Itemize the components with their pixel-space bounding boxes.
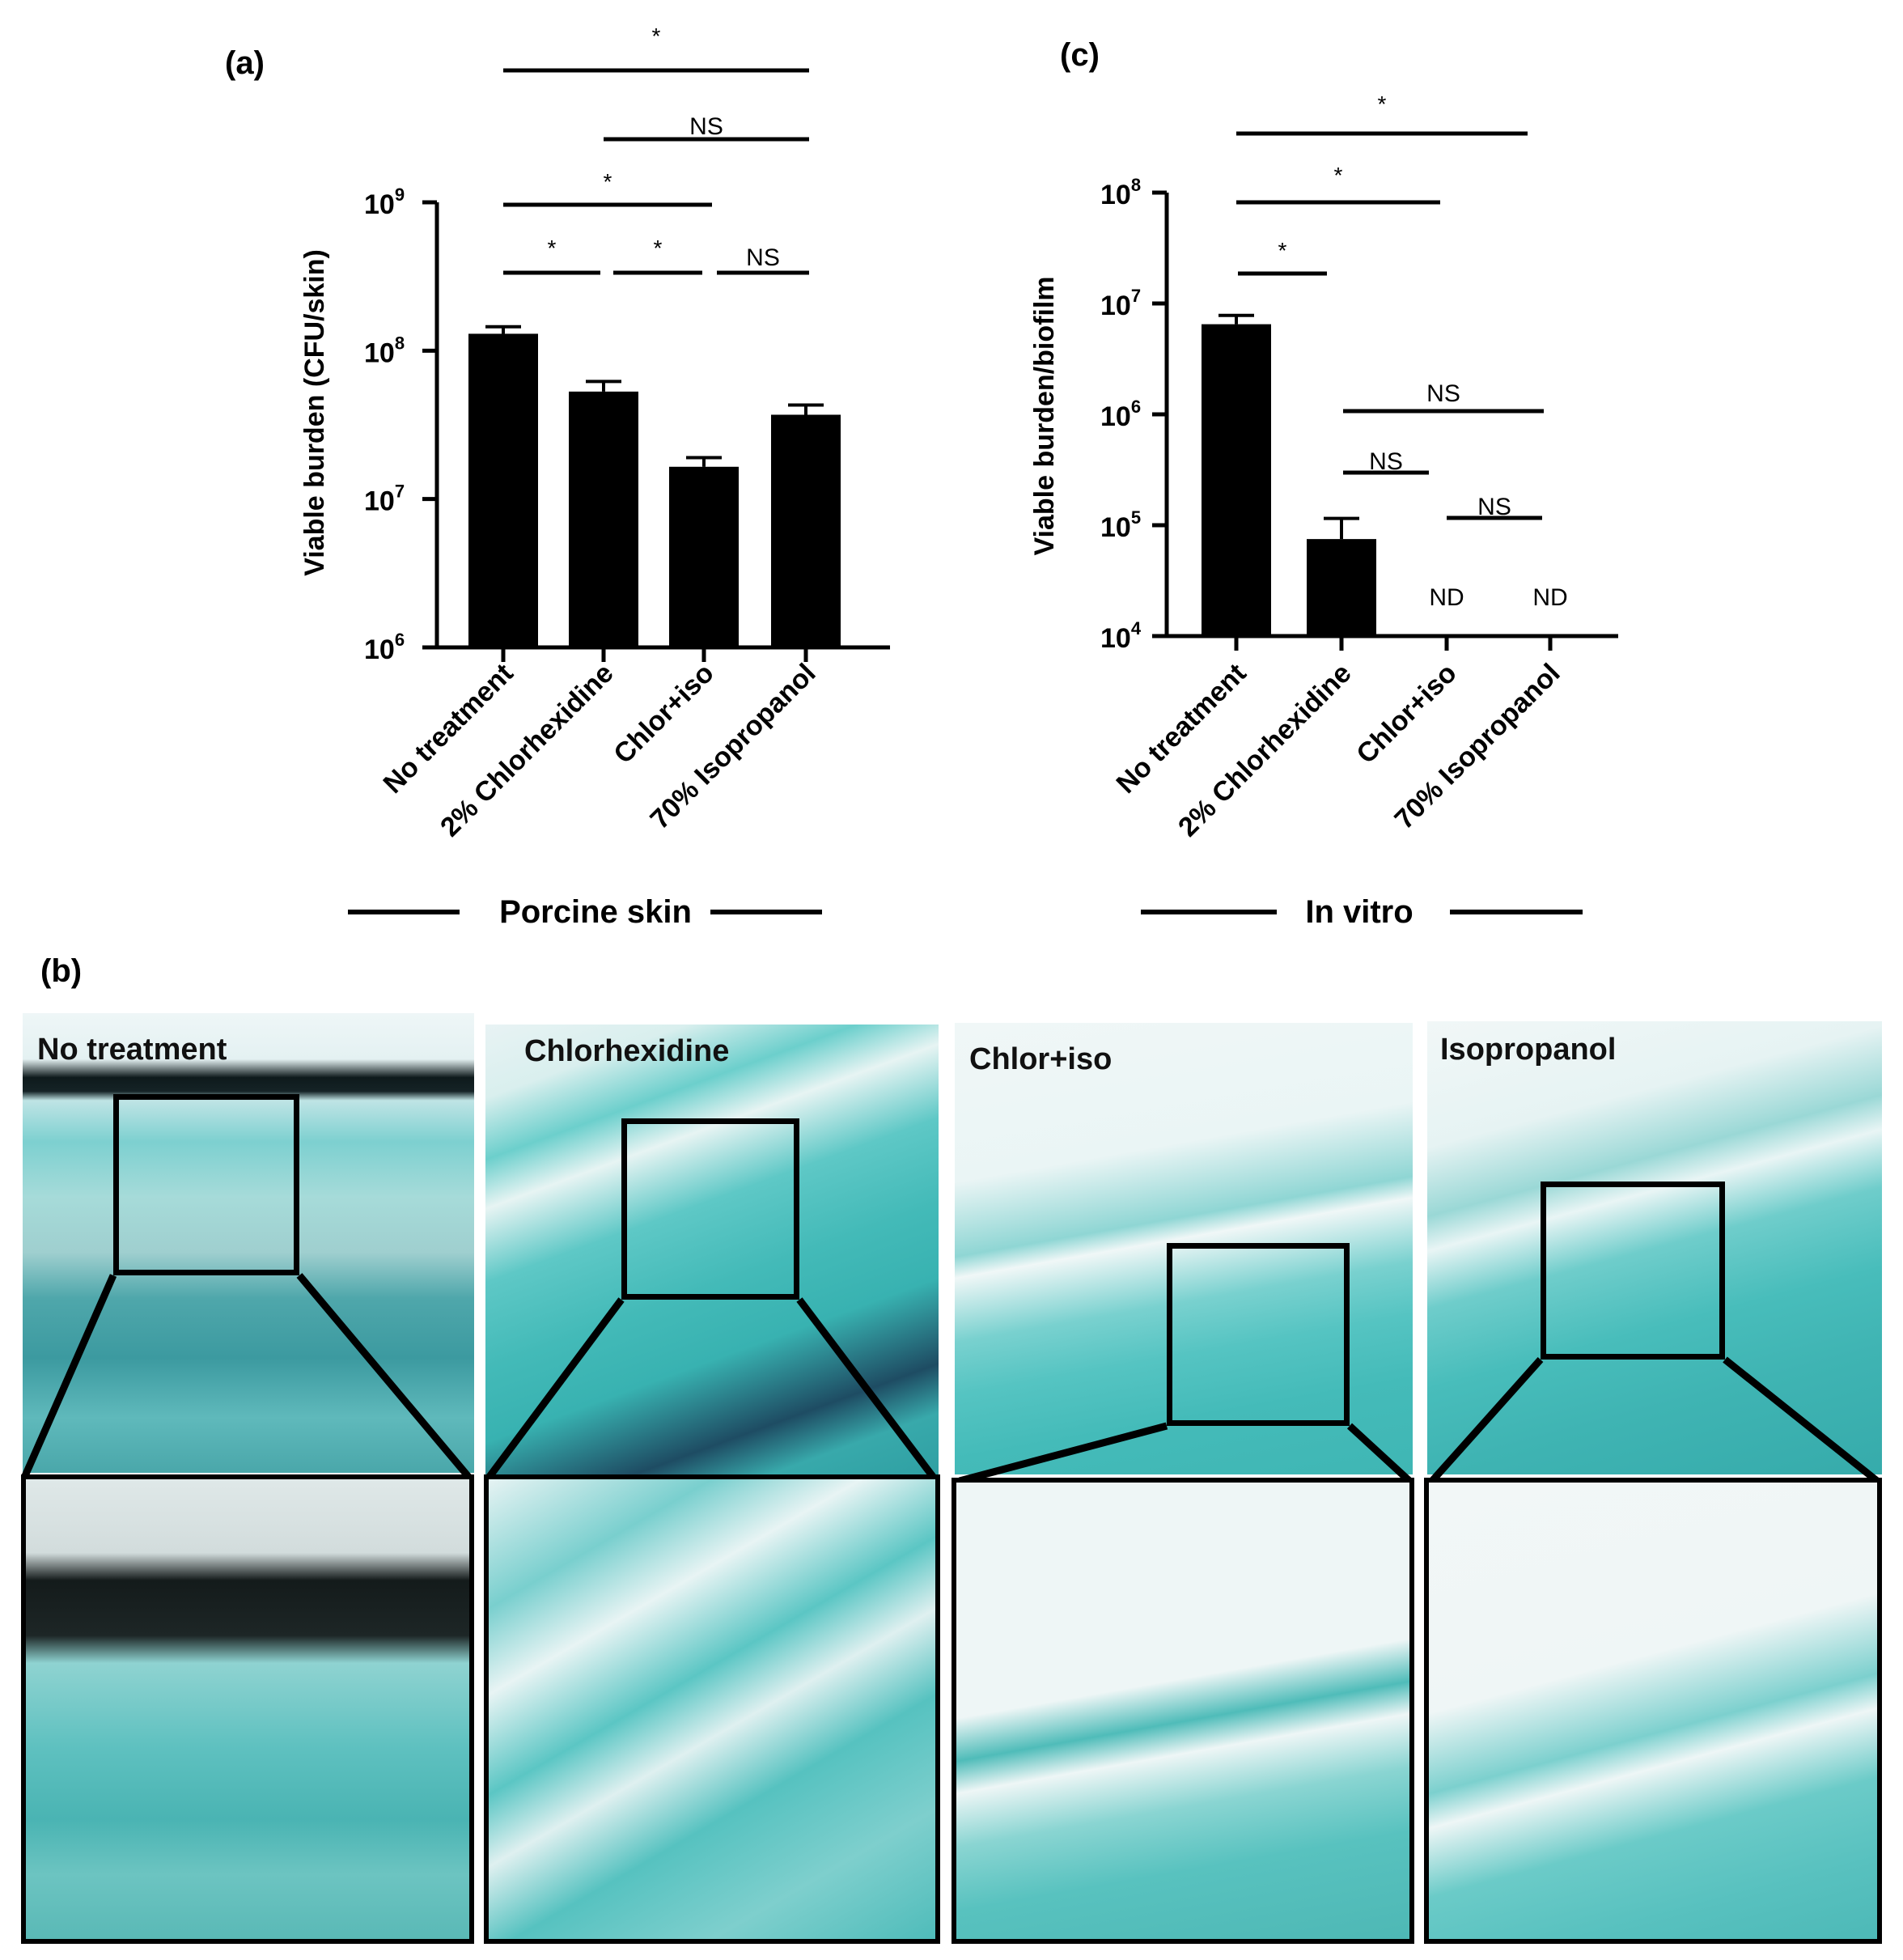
- significance-label: *: [548, 235, 557, 261]
- y-tick-label: 108: [1100, 175, 1141, 210]
- significance-label: NS: [1426, 380, 1460, 407]
- micrograph-label: Chlorhexidine: [524, 1034, 730, 1068]
- micrograph-label: No treatment: [37, 1033, 227, 1067]
- bar: [1202, 324, 1271, 636]
- enlarged-chlor-iso: [952, 1478, 1414, 1944]
- bar: [1307, 539, 1376, 636]
- x-tick-label: 2% Chlorhexidine: [434, 658, 620, 843]
- y-tick-label: 105: [1100, 507, 1141, 543]
- micrograph-label: Chlor+iso: [969, 1042, 1113, 1076]
- zoom-region-box: [113, 1094, 299, 1275]
- bar: [468, 333, 538, 647]
- y-tick-label: 106: [364, 630, 405, 665]
- bar: [669, 466, 739, 647]
- bar: [569, 391, 638, 647]
- zoom-region-box: [621, 1118, 799, 1300]
- micrograph-isopropanol: Isopropanol: [1427, 1021, 1882, 1474]
- bar: [771, 414, 841, 647]
- zoom-region-box: [1167, 1243, 1350, 1426]
- significance-label: NS: [689, 113, 723, 140]
- x-tick-label: Chlor+iso: [1350, 658, 1462, 770]
- significance-label: *: [1334, 163, 1343, 188]
- enlarged-isopropanol: [1424, 1478, 1882, 1944]
- micrograph-chlor-iso: Chlor+iso: [955, 1023, 1413, 1474]
- significance-label: *: [1378, 91, 1387, 117]
- y-tick-label: 107: [1100, 286, 1141, 321]
- y-tick-label: 104: [1100, 618, 1142, 654]
- y-axis-title: Viable burden (CFU/skin): [299, 249, 330, 576]
- panel-c-letter: (c): [1060, 37, 1100, 73]
- y-axis-title: Viable burden/biofilm: [1029, 276, 1060, 555]
- chart-c: Viable burden/biofilm 104 105 106 107 108 * *…: [1029, 91, 1618, 930]
- y-tick-label: 107: [364, 482, 405, 517]
- significance-label: *: [1278, 238, 1287, 263]
- significance-label: *: [654, 235, 663, 261]
- micrograph-chlorhexidine: Chlorhexidine: [485, 1025, 939, 1474]
- zoom-region-box: [1541, 1182, 1725, 1360]
- micrograph-no-treatment: No treatment: [23, 1013, 474, 1473]
- panel-a-letter: (a): [225, 45, 265, 81]
- enlarged-chlorhexidine: [484, 1474, 940, 1944]
- significance-label: NS: [1477, 494, 1511, 520]
- nd-label: ND: [1429, 584, 1464, 611]
- micrograph-label: Isopropanol: [1440, 1033, 1617, 1067]
- significance-label: NS: [1369, 448, 1403, 475]
- nd-label: ND: [1532, 584, 1567, 611]
- x-tick-label: Chlor+iso: [608, 658, 719, 770]
- significance-label: *: [604, 169, 612, 194]
- panel-b-letter: (b): [40, 953, 83, 989]
- y-tick-label: 108: [364, 333, 405, 368]
- group-label: Porcine skin: [499, 894, 692, 930]
- y-tick-label: 106: [1100, 397, 1141, 432]
- x-tick-label: 2% Chlorhexidine: [1172, 658, 1358, 843]
- enlarged-no-treatment: [21, 1474, 474, 1944]
- group-label: In vitro: [1305, 894, 1413, 930]
- y-tick-label: 109: [364, 185, 405, 220]
- significance-label: *: [652, 23, 661, 49]
- chart-a: Viable burden (CFU/skin) 106 107 108 109 * N…: [299, 23, 890, 930]
- significance-label: NS: [746, 244, 780, 271]
